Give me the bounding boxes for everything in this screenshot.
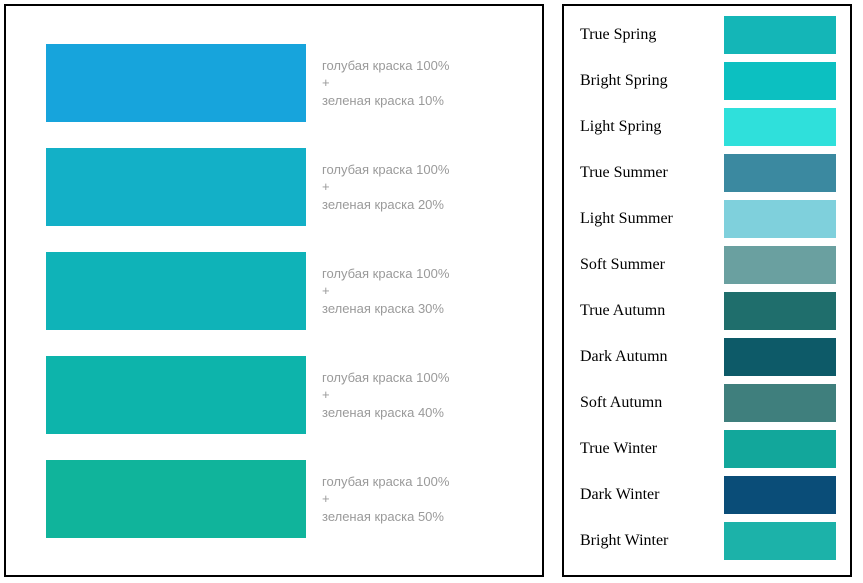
mix-label: голубая краска 100% + зеленая краска 50% [322, 473, 449, 526]
season-label: Soft Summer [576, 255, 714, 274]
season-swatch [724, 62, 836, 100]
season-row: Soft Summer [576, 246, 838, 284]
season-row: Soft Autumn [576, 384, 838, 422]
mix-label-plus: + [322, 490, 449, 508]
mix-row: голубая краска 100% + зеленая краска 20% [46, 148, 522, 226]
season-swatch [724, 384, 836, 422]
season-label: Bright Spring [576, 71, 714, 90]
season-swatch [724, 16, 836, 54]
mix-label-plus: + [322, 178, 449, 196]
season-row: True Spring [576, 16, 838, 54]
season-swatch [724, 154, 836, 192]
mix-label-line2: зеленая краска 10% [322, 92, 449, 110]
season-swatch [724, 108, 836, 146]
mix-row: голубая краска 100% + зеленая краска 10% [46, 44, 522, 122]
season-swatch [724, 338, 836, 376]
mix-label-plus: + [322, 282, 449, 300]
mix-row: голубая краска 100% + зеленая краска 30% [46, 252, 522, 330]
mix-label-line2: зеленая краска 40% [322, 404, 449, 422]
mix-label-line2: зеленая краска 20% [322, 196, 449, 214]
mix-label-line1: голубая краска 100% [322, 161, 449, 179]
season-row: Bright Spring [576, 62, 838, 100]
mix-label-plus: + [322, 74, 449, 92]
mix-swatch [46, 460, 306, 538]
mix-label-line1: голубая краска 100% [322, 265, 449, 283]
mix-label: голубая краска 100% + зеленая краска 20% [322, 161, 449, 214]
season-label: True Summer [576, 163, 714, 182]
mix-label: голубая краска 100% + зеленая краска 30% [322, 265, 449, 318]
season-swatch [724, 292, 836, 330]
mix-swatch [46, 44, 306, 122]
season-label: Light Spring [576, 117, 714, 136]
season-label: Bright Winter [576, 531, 714, 550]
season-swatch [724, 476, 836, 514]
mix-label: голубая краска 100% + зеленая краска 10% [322, 57, 449, 110]
mix-swatch [46, 148, 306, 226]
season-row: Bright Winter [576, 522, 838, 560]
mix-swatch [46, 252, 306, 330]
mix-label-plus: + [322, 386, 449, 404]
season-swatch [724, 200, 836, 238]
mix-row: голубая краска 100% + зеленая краска 50% [46, 460, 522, 538]
mix-row: голубая краска 100% + зеленая краска 40% [46, 356, 522, 434]
season-row: Dark Winter [576, 476, 838, 514]
season-row: True Winter [576, 430, 838, 468]
season-swatch [724, 522, 836, 560]
season-row: Light Summer [576, 200, 838, 238]
season-row: Dark Autumn [576, 338, 838, 376]
season-label: Light Summer [576, 209, 714, 228]
season-label: Dark Autumn [576, 347, 714, 366]
left-panel: голубая краска 100% + зеленая краска 10%… [4, 4, 544, 577]
season-label: True Autumn [576, 301, 714, 320]
mix-label: голубая краска 100% + зеленая краска 40% [322, 369, 449, 422]
mix-label-line1: голубая краска 100% [322, 369, 449, 387]
season-label: True Spring [576, 25, 714, 44]
right-panel: True Spring Bright Spring Light Spring T… [562, 4, 852, 577]
mix-label-line2: зеленая краска 30% [322, 300, 449, 318]
mix-label-line2: зеленая краска 50% [322, 508, 449, 526]
season-row: True Autumn [576, 292, 838, 330]
mix-rows: голубая краска 100% + зеленая краска 10%… [46, 44, 522, 538]
mix-label-line1: голубая краска 100% [322, 473, 449, 491]
season-row: True Summer [576, 154, 838, 192]
season-label: True Winter [576, 439, 714, 458]
season-row: Light Spring [576, 108, 838, 146]
season-label: Dark Winter [576, 485, 714, 504]
season-rows: True Spring Bright Spring Light Spring T… [576, 16, 838, 560]
season-swatch [724, 430, 836, 468]
mix-swatch [46, 356, 306, 434]
mix-label-line1: голубая краска 100% [322, 57, 449, 75]
season-label: Soft Autumn [576, 393, 714, 412]
season-swatch [724, 246, 836, 284]
